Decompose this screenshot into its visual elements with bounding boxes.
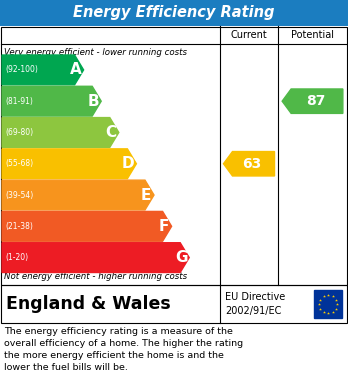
Bar <box>1 285 347 323</box>
Text: (92-100): (92-100) <box>5 65 38 74</box>
Polygon shape <box>2 212 172 241</box>
Text: (21-38): (21-38) <box>5 222 33 231</box>
Text: 87: 87 <box>306 94 325 108</box>
Text: (55-68): (55-68) <box>5 159 33 168</box>
Bar <box>0 0 348 26</box>
Text: G: G <box>175 250 188 265</box>
Text: Very energy efficient - lower running costs: Very energy efficient - lower running co… <box>4 48 187 57</box>
Text: (39-54): (39-54) <box>5 190 33 199</box>
Text: Current: Current <box>231 30 267 40</box>
Text: D: D <box>122 156 135 171</box>
Text: EU Directive
2002/91/EC: EU Directive 2002/91/EC <box>225 292 285 316</box>
Polygon shape <box>2 243 189 273</box>
Bar <box>314 290 342 318</box>
Text: Not energy efficient - higher running costs: Not energy efficient - higher running co… <box>4 272 187 281</box>
Text: The energy efficiency rating is a measure of the
overall efficiency of a home. T: The energy efficiency rating is a measur… <box>4 327 243 373</box>
Text: England & Wales: England & Wales <box>6 295 171 313</box>
Polygon shape <box>2 149 136 179</box>
Polygon shape <box>2 86 101 116</box>
Polygon shape <box>2 118 119 147</box>
Text: (69-80): (69-80) <box>5 128 33 137</box>
Text: Energy Efficiency Rating: Energy Efficiency Rating <box>73 5 275 20</box>
Polygon shape <box>2 180 154 210</box>
Text: C: C <box>105 125 116 140</box>
Text: A: A <box>70 63 81 77</box>
Text: (81-91): (81-91) <box>5 97 33 106</box>
Bar <box>1 27 347 285</box>
Text: (1-20): (1-20) <box>5 253 28 262</box>
Text: E: E <box>141 188 151 203</box>
Polygon shape <box>2 55 84 85</box>
Polygon shape <box>223 152 275 176</box>
Text: 63: 63 <box>242 157 262 171</box>
Polygon shape <box>282 89 343 113</box>
Text: Potential: Potential <box>291 30 334 40</box>
Text: B: B <box>87 94 99 109</box>
Text: F: F <box>158 219 169 234</box>
